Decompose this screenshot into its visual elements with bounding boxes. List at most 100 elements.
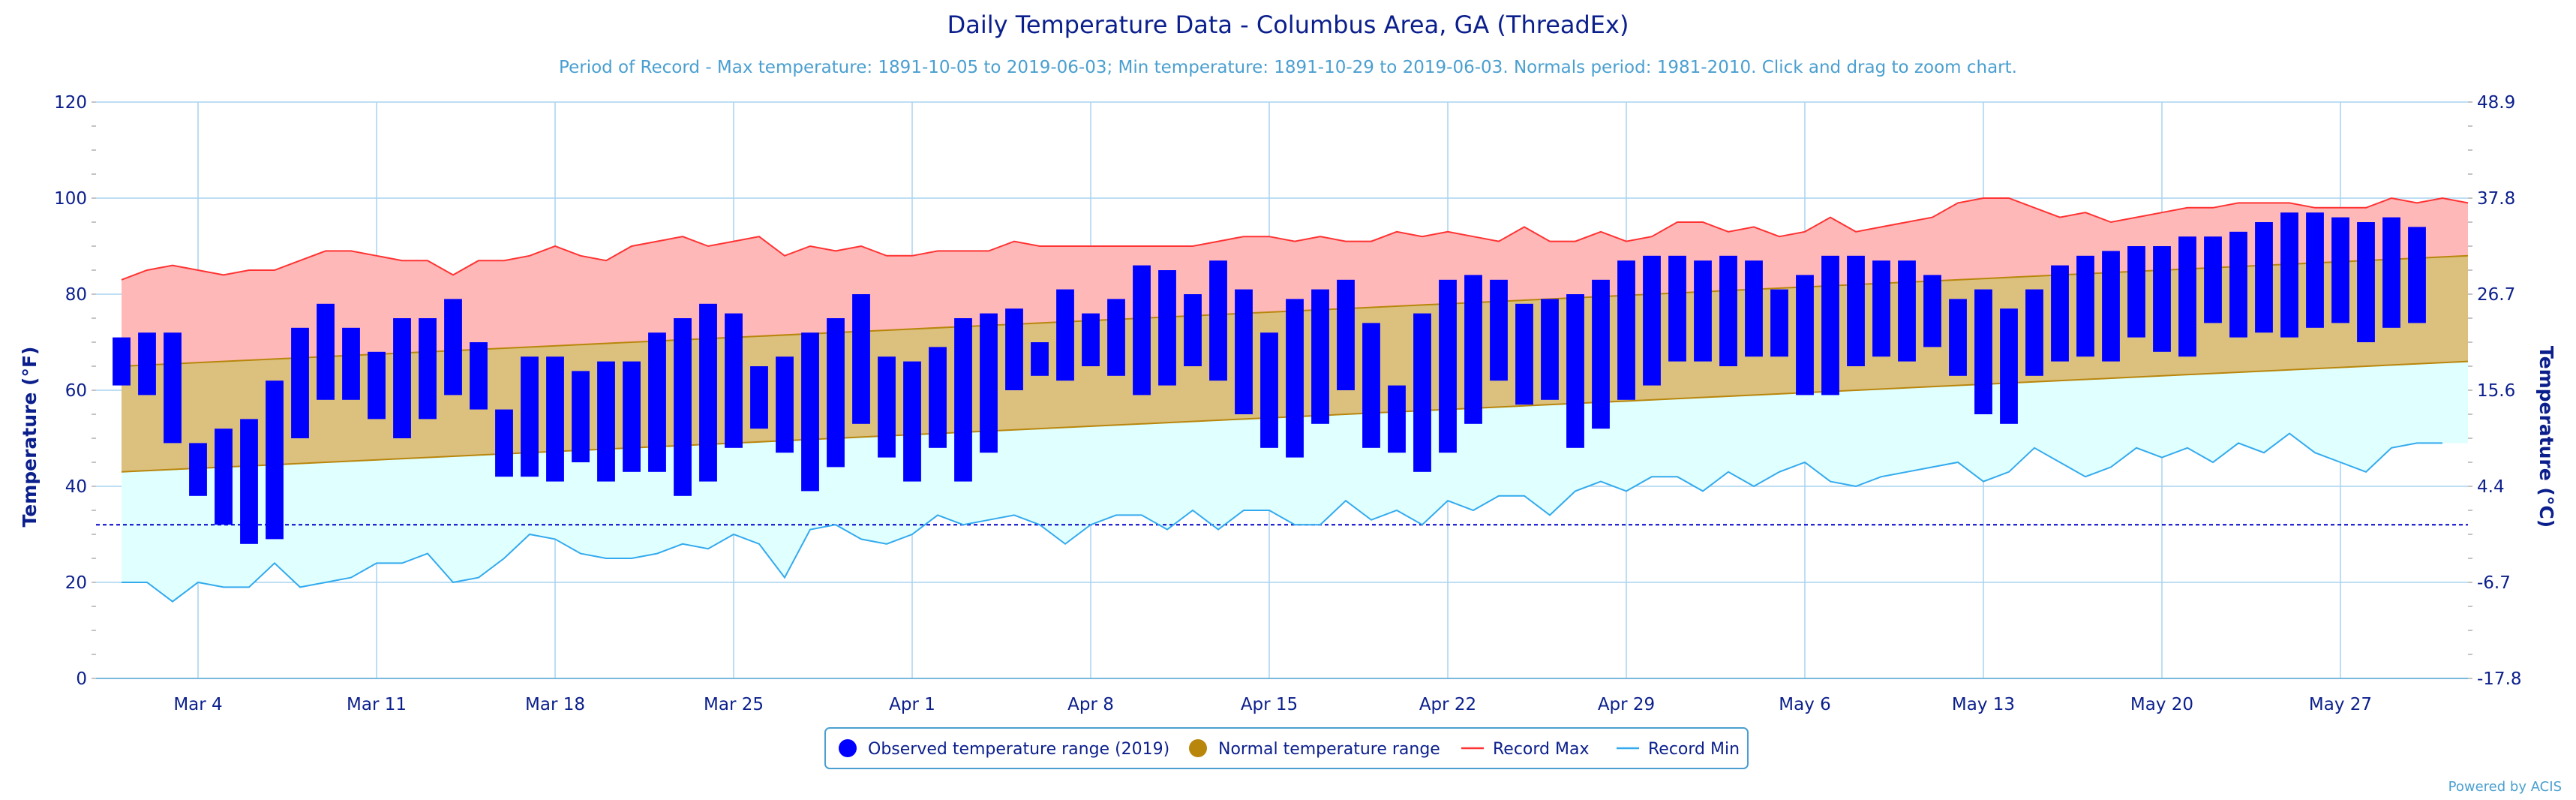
y-axis-title-left: Temperature (°F) [19, 347, 41, 528]
observed-bar [1847, 255, 1865, 366]
y-tick-label-left: 100 [54, 189, 87, 209]
observed-bar [266, 380, 284, 540]
x-tick-label: Apr 22 [1419, 695, 1476, 714]
observed-bar [1694, 260, 1712, 362]
y-tick-label-left: 0 [76, 669, 87, 689]
observed-bar [368, 351, 386, 420]
x-tick-label: Apr 1 [889, 695, 935, 714]
x-tick-label: May 20 [2130, 695, 2193, 714]
legend-normal-label[interactable]: Normal temperature range [1218, 740, 1440, 759]
observed-bar [1056, 289, 1074, 381]
x-tick-label: Mar 11 [347, 695, 407, 714]
observed-bar [1770, 289, 1788, 357]
observed-bar [1821, 255, 1839, 395]
observed-bar [852, 294, 870, 424]
observed-bar [189, 443, 207, 496]
record-lines [121, 197, 2469, 603]
observed-bar [750, 366, 768, 429]
observed-bars [113, 212, 2426, 544]
observed-bar [623, 361, 641, 472]
x-tick-label: Apr 15 [1241, 695, 1298, 714]
observed-bar [1515, 303, 1533, 405]
legend-observed-marker [839, 739, 857, 757]
observed-bar [827, 318, 845, 468]
observed-bar [342, 327, 360, 400]
observed-bar [2306, 212, 2324, 328]
observed-bar [1439, 279, 1457, 453]
observed-bar [2127, 246, 2145, 338]
observed-bar [1337, 279, 1355, 390]
observed-bar [393, 318, 411, 438]
observed-bar [674, 318, 692, 496]
observed-bar [648, 332, 666, 472]
observed-bar [1745, 260, 1763, 357]
credit-link[interactable]: Powered by ACIS [2448, 779, 2562, 795]
observed-bar [725, 313, 743, 448]
y-tick-label-left: 40 [65, 477, 87, 497]
legend-observed-label[interactable]: Observed temperature range (2019) [868, 740, 1169, 759]
observed-bar [699, 303, 717, 482]
observed-bar [164, 332, 182, 444]
legend-record-min-label[interactable]: Record Min [1648, 740, 1740, 759]
chart-subtitle: Period of Record - Max temperature: 1891… [559, 58, 2017, 77]
observed-bar [1184, 294, 1202, 366]
observed-bar [1286, 299, 1304, 458]
observed-bar [1490, 279, 1508, 381]
observed-bar [1643, 255, 1661, 386]
observed-bar [597, 361, 615, 482]
record-min-line [122, 432, 2442, 603]
x-tick-label: Apr 8 [1067, 695, 1114, 714]
x-tick-label: Mar 25 [704, 695, 764, 714]
legend[interactable]: Observed temperature range (2019) Normal… [824, 727, 1749, 769]
observed-bar [1464, 275, 1482, 424]
y-tick-label-left: 20 [65, 573, 87, 593]
observed-bar [1209, 260, 1227, 381]
observed-bar [1592, 279, 1610, 429]
observed-bar [1617, 260, 1635, 400]
y-tick-label-left: 80 [65, 285, 87, 305]
observed-bar [2382, 217, 2400, 328]
observed-bar [801, 332, 819, 492]
observed-bar [1311, 289, 1329, 424]
observed-bar [1668, 255, 1686, 362]
observed-bar [1923, 275, 1941, 347]
observed-bar [1005, 308, 1023, 390]
observed-bar [1388, 385, 1406, 453]
observed-bar [1413, 313, 1431, 472]
observed-bar [2357, 222, 2375, 342]
x-tick-label: May 13 [1952, 695, 2015, 714]
observed-bar [317, 303, 335, 400]
observed-bar [1362, 323, 1380, 448]
y-tick-label-right: 26.7 [2477, 285, 2515, 305]
observed-bar [419, 318, 437, 420]
observed-bar [291, 327, 309, 438]
legend-box [824, 727, 1749, 769]
x-tick-label: Mar 18 [525, 695, 585, 714]
observed-bar [138, 332, 156, 395]
observed-bar [2280, 212, 2298, 338]
observed-bar [2255, 222, 2273, 333]
observed-bar [2051, 265, 2069, 362]
observed-bar [776, 356, 794, 453]
observed-bar [113, 337, 131, 386]
observed-bar [2153, 246, 2171, 352]
observed-bar [2076, 255, 2094, 357]
observed-bar [1872, 260, 1890, 357]
observed-bar [1158, 270, 1176, 386]
observed-bar [444, 299, 462, 395]
x-tick-label: May 27 [2309, 695, 2372, 714]
legend-record-max-label[interactable]: Record Max [1493, 740, 1590, 759]
chart-title: Daily Temperature Data - Columbus Area, … [947, 11, 1629, 39]
y-tick-label-right: 37.8 [2477, 189, 2515, 209]
observed-bar [1796, 275, 1814, 395]
observed-bar [240, 419, 258, 544]
observed-bar [1974, 289, 1992, 414]
observed-bar [2408, 227, 2426, 323]
observed-bar [470, 342, 488, 410]
observed-bar [954, 318, 972, 482]
observed-bar [1133, 265, 1151, 395]
observed-bar [2102, 251, 2120, 362]
observed-bar [1107, 299, 1125, 376]
observed-bar [878, 356, 896, 458]
